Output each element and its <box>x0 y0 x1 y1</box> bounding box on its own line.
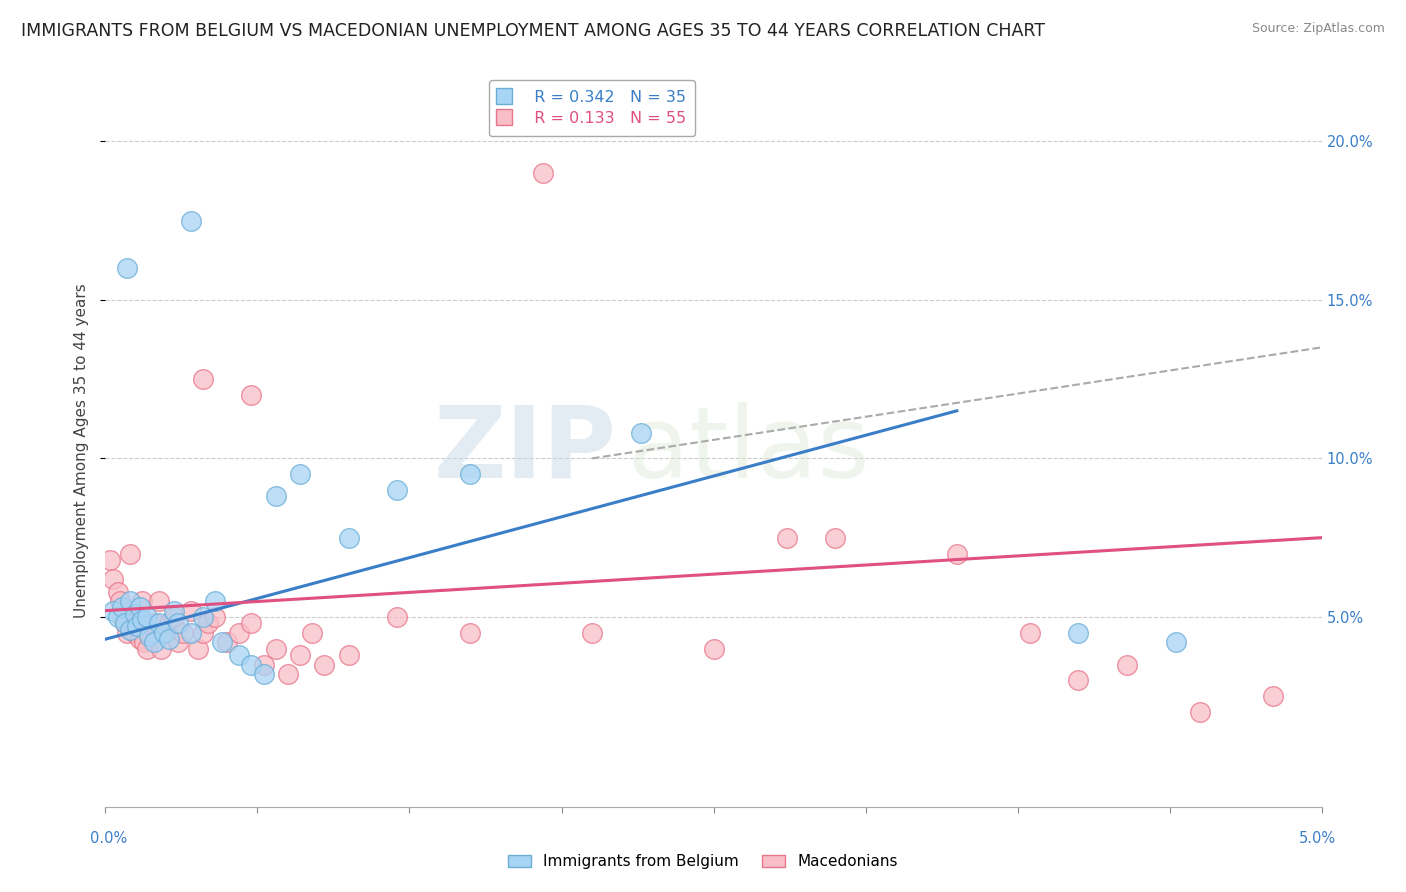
Point <box>167 635 190 649</box>
Point <box>124 607 146 621</box>
Point <box>387 610 409 624</box>
Point <box>945 547 967 561</box>
Point <box>98 553 121 567</box>
Text: ZIP: ZIP <box>433 402 616 499</box>
Point <box>118 547 141 561</box>
Point <box>128 600 150 615</box>
Point <box>702 641 725 656</box>
Point <box>150 641 173 656</box>
Point <box>131 613 153 627</box>
Point <box>143 635 166 649</box>
Point <box>157 632 180 647</box>
Point <box>824 531 846 545</box>
Point <box>114 616 136 631</box>
Point <box>288 467 311 482</box>
Point <box>125 619 148 633</box>
Point <box>228 648 250 662</box>
Point <box>162 604 184 618</box>
Point <box>101 572 124 586</box>
Point <box>135 641 157 656</box>
Point <box>167 616 190 631</box>
Point <box>155 625 177 640</box>
Text: Source: ZipAtlas.com: Source: ZipAtlas.com <box>1251 22 1385 36</box>
Point <box>581 625 603 640</box>
Point <box>128 632 150 647</box>
Point <box>252 667 274 681</box>
Point <box>148 594 170 608</box>
Point <box>314 657 336 672</box>
Point <box>107 584 129 599</box>
Point <box>191 372 214 386</box>
Point <box>138 625 160 640</box>
Point <box>108 594 131 608</box>
Point <box>211 635 233 649</box>
Point <box>101 604 124 618</box>
Point <box>111 610 134 624</box>
Point <box>217 635 239 649</box>
Y-axis label: Unemployment Among Ages 35 to 44 years: Unemployment Among Ages 35 to 44 years <box>75 283 90 618</box>
Point <box>387 483 409 497</box>
Point <box>143 616 166 631</box>
Text: 0.0%: 0.0% <box>90 831 127 846</box>
Point <box>180 213 202 227</box>
Point <box>118 623 141 637</box>
Point <box>180 604 202 618</box>
Point <box>117 625 139 640</box>
Point <box>197 616 219 631</box>
Point <box>337 648 360 662</box>
Point <box>1067 625 1090 640</box>
Point <box>240 616 263 631</box>
Point <box>288 648 311 662</box>
Text: IMMIGRANTS FROM BELGIUM VS MACEDONIAN UNEMPLOYMENT AMONG AGES 35 TO 44 YEARS COR: IMMIGRANTS FROM BELGIUM VS MACEDONIAN UN… <box>21 22 1045 40</box>
Point <box>111 600 134 615</box>
Point <box>240 657 263 672</box>
Point <box>228 625 250 640</box>
Point <box>337 531 360 545</box>
Point <box>1018 625 1040 640</box>
Point <box>301 625 323 640</box>
Point <box>458 467 481 482</box>
Point <box>118 604 141 618</box>
Point <box>180 625 202 640</box>
Legend: Immigrants from Belgium, Macedonians: Immigrants from Belgium, Macedonians <box>502 848 904 875</box>
Point <box>458 625 481 640</box>
Point <box>118 594 141 608</box>
Point <box>630 425 652 440</box>
Point <box>191 625 214 640</box>
Text: 5.0%: 5.0% <box>1299 831 1336 846</box>
Point <box>1164 635 1187 649</box>
Point <box>1067 673 1090 688</box>
Point <box>204 594 226 608</box>
Point <box>153 625 176 640</box>
Point <box>135 610 157 624</box>
Point <box>187 641 209 656</box>
Point <box>775 531 797 545</box>
Point <box>107 610 129 624</box>
Point <box>138 629 160 643</box>
Point <box>114 616 136 631</box>
Point <box>162 610 184 624</box>
Point <box>172 625 194 640</box>
Point <box>131 594 153 608</box>
Point <box>277 667 299 681</box>
Point <box>204 610 226 624</box>
Point <box>157 616 180 631</box>
Point <box>1116 657 1139 672</box>
Point <box>148 616 170 631</box>
Point <box>264 490 287 504</box>
Point <box>121 616 143 631</box>
Point <box>264 641 287 656</box>
Point <box>240 388 263 402</box>
Point <box>252 657 274 672</box>
Point <box>191 610 214 624</box>
Point <box>117 261 139 276</box>
Point <box>134 635 156 649</box>
Point <box>124 625 146 640</box>
Point <box>1261 690 1284 704</box>
Point <box>531 166 554 180</box>
Point <box>1189 705 1212 719</box>
Point <box>125 610 148 624</box>
Text: atlas: atlas <box>628 402 870 499</box>
Legend:   R = 0.342   N = 35,   R = 0.133   N = 55: R = 0.342 N = 35, R = 0.133 N = 55 <box>488 80 696 136</box>
